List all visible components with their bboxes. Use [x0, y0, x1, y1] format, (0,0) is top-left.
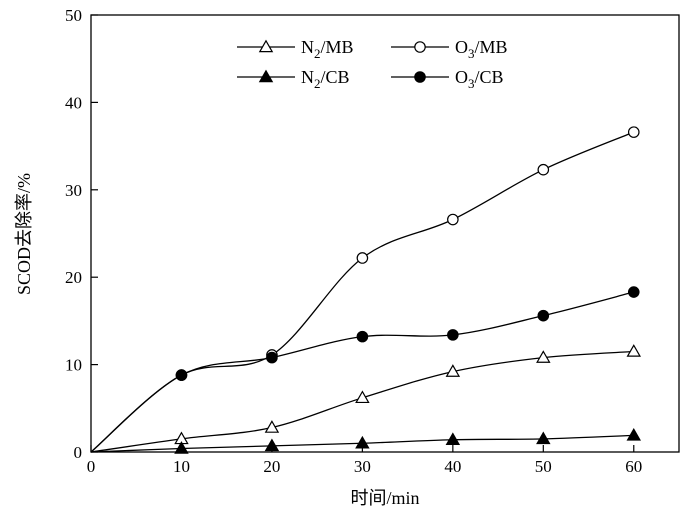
legend-item: N2/MB	[237, 37, 354, 61]
y-tick-label: 0	[74, 443, 83, 462]
series-n2-mb	[90, 344, 642, 453]
legend-label: O3/CB	[455, 67, 504, 91]
data-point	[626, 427, 642, 441]
y-tick-label: 20	[65, 268, 82, 287]
series-line	[90, 131, 635, 453]
data-point	[356, 330, 369, 343]
legend-marker	[414, 41, 426, 53]
series-layer	[90, 126, 642, 454]
legend-label: N2/CB	[301, 67, 350, 91]
data-point	[445, 364, 461, 377]
legend-marker	[414, 71, 426, 83]
legend-marker	[258, 39, 274, 53]
y-tick-label: 10	[65, 356, 82, 375]
data-point	[447, 213, 459, 226]
legend-label: N2/MB	[301, 37, 354, 61]
legend-item: O3/MB	[391, 37, 508, 61]
data-point	[355, 435, 370, 449]
x-tick-label: 50	[535, 457, 552, 476]
legend-marker	[258, 69, 274, 83]
data-point	[175, 369, 188, 381]
data-point	[536, 350, 551, 363]
plot-border	[90, 14, 680, 453]
y-tick-label: 50	[65, 6, 82, 25]
data-point	[627, 286, 640, 298]
data-point	[626, 344, 642, 357]
y-tick-label: 40	[65, 93, 82, 112]
x-tick-label: 30	[354, 457, 371, 476]
legend-item: N2/CB	[237, 67, 350, 91]
legend-label: O3/MB	[455, 37, 508, 61]
x-tick-label: 20	[263, 457, 280, 476]
data-point	[264, 420, 280, 433]
x-tick-label: 0	[87, 457, 96, 476]
y-axis: 0 10 20 30 40 50	[65, 6, 98, 462]
data-point	[445, 432, 461, 446]
x-tick-label: 60	[625, 457, 642, 476]
data-point	[356, 252, 369, 264]
legend-item: O3/CB	[391, 67, 504, 91]
data-point	[264, 438, 280, 452]
x-axis-title: 时间/min	[350, 488, 419, 508]
legend: N2/MB O3/MB N2/CB O3/CB	[237, 37, 508, 91]
y-tick-label: 30	[65, 181, 82, 200]
x-tick-label: 40	[444, 457, 461, 476]
series-o3-cb	[90, 286, 640, 453]
series-n2-cb	[90, 427, 642, 454]
data-point	[537, 309, 550, 322]
data-point	[174, 441, 189, 454]
data-point	[266, 351, 278, 364]
plot-frame	[90, 14, 680, 453]
series-o3-mb	[90, 126, 640, 453]
x-tick-label: 10	[173, 457, 190, 476]
data-point	[355, 390, 370, 404]
data-point	[627, 126, 640, 138]
data-point	[447, 329, 459, 341]
y-axis-title: SCOD去除率/%	[14, 173, 34, 295]
x-axis: 0 10 20 30 40 50 60	[87, 445, 642, 476]
data-point	[537, 163, 550, 176]
series-line	[90, 291, 634, 453]
data-point	[536, 431, 551, 445]
